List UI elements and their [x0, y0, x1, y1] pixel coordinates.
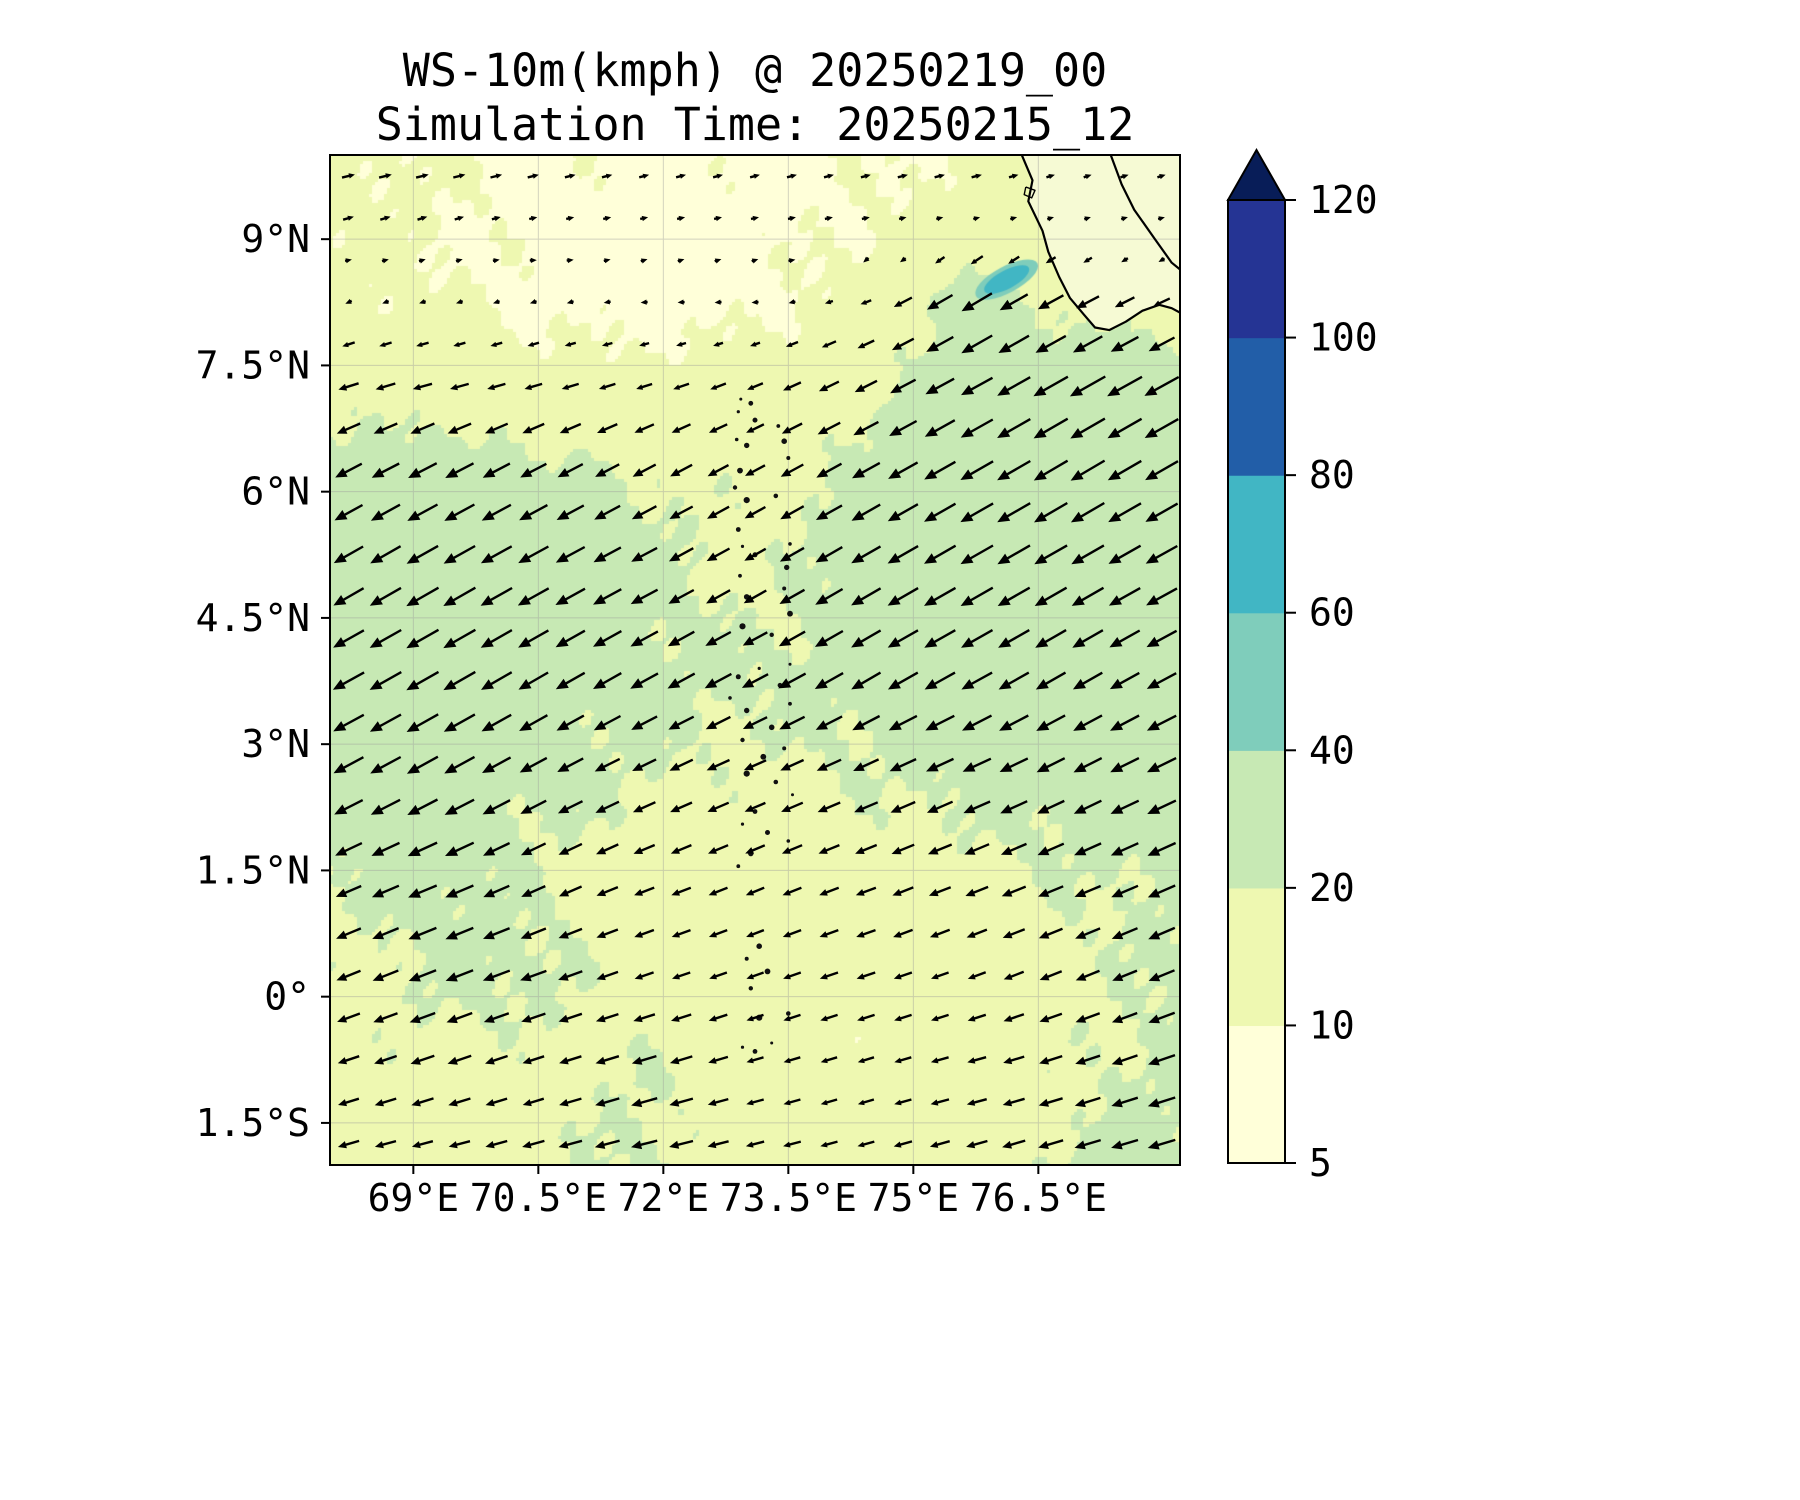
y-axis-tick-label: 9°N [241, 217, 310, 261]
title-block: WS-10m(kmph) @ 20250219_00 Simulation Ti… [250, 44, 1260, 152]
graticule [330, 155, 1180, 1165]
colorbar: 5 10 20 40 60 80 100 120 [1226, 147, 1378, 1185]
chart-subtitle: Simulation Time: 20250215_12 [375, 98, 1135, 151]
y-axis-tick-label: 1.5°S [196, 1101, 310, 1145]
y-axis-tick-label: 0° [264, 975, 310, 1019]
axes: 69°E 70.5°E 72°E 73.5°E 75°E 76.5°E 9°N 7.5°N 6°… [196, 217, 1107, 1220]
x-axis-tick-label: 69°E [368, 1176, 460, 1220]
colorbar-tick-label: 120 [1309, 178, 1378, 222]
india-landmass [1021, 155, 1180, 331]
coastline [1020, 155, 1180, 332]
wind-speed-filled-contours [330, 155, 1180, 1165]
y-axis-tick-label: 3°N [241, 722, 310, 766]
y-axis-tick-label: 7.5°N [196, 343, 310, 387]
wind-direction-arrows [332, 173, 1180, 1150]
x-axis-tick-label: 75°E [868, 1176, 960, 1220]
y-axis-tick-label: 4.5°N [196, 596, 310, 640]
y-axis-tick-label: 1.5°N [196, 848, 310, 892]
colorbar-tick-label: 60 [1309, 591, 1355, 635]
maldives-atoll-dots [728, 397, 794, 1054]
plot-frame [329, 154, 1181, 1166]
x-axis-tick-label: 72°E [618, 1176, 710, 1220]
colorbar-tick-label: 20 [1309, 866, 1355, 910]
x-axis-tick-label: 76.5°E [970, 1176, 1107, 1220]
x-axis-tick-label: 70.5°E [470, 1176, 607, 1220]
colorbar-tick-label: 40 [1309, 728, 1355, 772]
colorbar-extend-triangle [1226, 147, 1287, 201]
colorbar-tick-label: 5 [1309, 1141, 1332, 1185]
x-axis-tick-label: 73.5°E [720, 1176, 857, 1220]
colorbar-tick-label: 10 [1309, 1003, 1355, 1047]
chart-title: WS-10m(kmph) @ 20250219_00 [402, 44, 1108, 97]
y-axis-tick-label: 6°N [241, 470, 310, 514]
colorbar-tick-label: 80 [1309, 453, 1355, 497]
colorbar-tick-label: 100 [1309, 316, 1378, 360]
